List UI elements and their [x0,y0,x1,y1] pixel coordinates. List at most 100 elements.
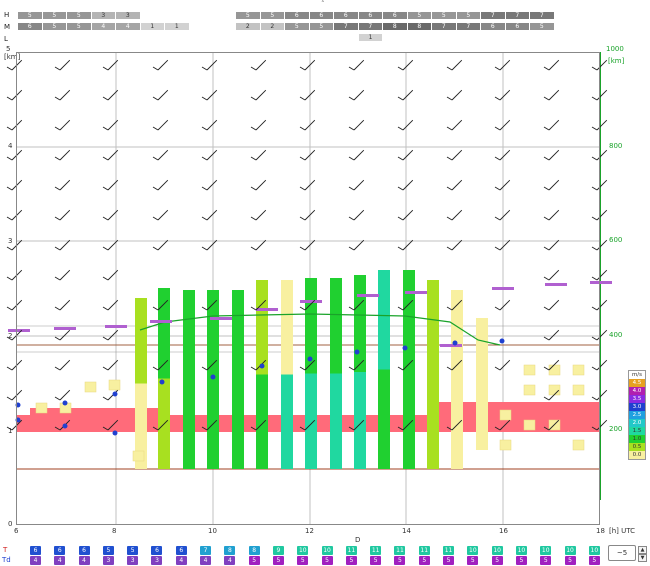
wind-barb-flag [591,246,598,251]
wind-barb-icon [107,89,119,101]
wind-barb-flag [299,186,306,191]
wind-bar [256,374,268,469]
temperature-cell: 10 [491,546,503,555]
wind-barb-icon [206,59,218,71]
wind-barb-flag [54,126,61,131]
wind-barb-icon [157,149,169,161]
wind-barb-icon [499,179,511,191]
wind-barb-icon [353,119,365,131]
temperature-marker [210,374,216,380]
wind-barb-flag [102,366,109,371]
wind-barb-icon [353,209,365,221]
spinner-up-button[interactable]: ▲ [638,546,647,554]
wind-barb-icon [255,209,267,221]
wind-barb-flag [591,276,598,281]
wind-barb-flag [397,156,404,161]
wind-barb-icon [353,149,365,161]
wind-cell [84,381,97,393]
wind-barb-flag [348,216,355,221]
level-spinner-value[interactable]: ~5 [608,545,636,561]
wind-cell [523,384,536,396]
cloud-base-marker [405,291,427,294]
cloud-base-marker [54,327,76,330]
cloud-base-marker [8,329,30,332]
wind-barb-flag [6,426,13,431]
wind-barb-flag [6,276,13,281]
temperature-cell: 10 [540,546,552,555]
wind-barb-flag [299,306,306,311]
cloud-cover-cell: 2 [236,23,260,30]
wind-bar [330,278,342,374]
dewpoint-row: 4 4 4 3 3 3 4 4 4 5 5 5 5 5 5 5 5 5 5 5 5 5 5 5 [30,556,613,565]
wind-cell [572,364,585,376]
wind-barb-icon [107,299,119,311]
wind-bar [281,280,293,375]
wind-barb-flag [102,156,109,161]
wind-barb-flag [54,276,61,281]
wind-barb-icon [304,299,316,311]
wind-barb-icon [548,329,560,341]
spinner-down-button[interactable]: ▼ [638,554,647,562]
cloud-cover-cell: 4 [116,23,140,30]
cloud-cover-cell: 5 [285,23,309,30]
wind-barb-icon [59,209,71,221]
wind-barb-flag [201,96,208,101]
wind-cell [499,439,512,451]
left-axis-tick: 2 [8,332,13,340]
wind-barb-icon [596,269,608,281]
wind-barb-flag [102,96,109,101]
wind-barb-flag [543,96,550,101]
wind-barb-flag [348,366,355,371]
cloud-base-marker [105,325,127,328]
wind-barb-icon [59,89,71,101]
wind-barb-icon [304,239,316,251]
collapse-chevron-icon[interactable]: ˄ [321,0,325,8]
dewpoint-cell: 5 [321,556,333,565]
wind-barb-flag [591,96,598,101]
wind-barb-icon [451,119,463,131]
wind-barb-flag [494,246,501,251]
wind-barb-flag [54,366,61,371]
wind-bar [378,369,390,469]
wind-barb-icon [255,89,267,101]
cloud-cover-cell: 5 [18,12,42,19]
x-axis-tick: 6 [14,527,19,535]
wind-bar [232,379,244,469]
wind-barb-icon [548,179,560,191]
wind-barb-icon [206,209,218,221]
wind-barb-icon [596,419,608,431]
wind-cell [132,450,145,462]
wind-barb-icon [451,299,463,311]
wind-cell [108,379,121,391]
cloud-cover-cell: 8 [383,23,407,30]
wind-barb-flag [299,216,306,221]
wind-barb-flag [102,246,109,251]
wind-barb-flag [446,366,453,371]
wind-barb-icon [451,179,463,191]
wind-barb-flag [543,306,550,311]
cloud-cover-cell: 5 [432,12,456,19]
wind-barb-flag [397,216,404,221]
wind-bar [403,270,415,370]
cloud-cover-cell: 3 [91,12,115,19]
wind-barb-flag [348,66,355,71]
temperature-cell: 5 [102,546,114,555]
wind-bar [207,290,219,380]
wind-barb-icon [548,239,560,251]
temperature-cell: 10 [564,546,576,555]
wind-barb-icon [499,299,511,311]
temperature-cell: 6 [78,546,90,555]
right-axis-tick: 600 [609,236,623,244]
wind-barb-icon [59,149,71,161]
wind-barb-icon [451,149,463,161]
wind-barb-flag [102,426,109,431]
wind-barb-flag [446,96,453,101]
dewpoint-cell: 5 [491,556,503,565]
dewpoint-cell: 5 [467,556,479,565]
wind-barb-flag [250,66,257,71]
wind-barb-icon [157,89,169,101]
wind-barb-icon [107,149,119,161]
dewpoint-cell: 4 [30,556,41,565]
wind-barb-flag [446,126,453,131]
wind-barb-icon [255,239,267,251]
